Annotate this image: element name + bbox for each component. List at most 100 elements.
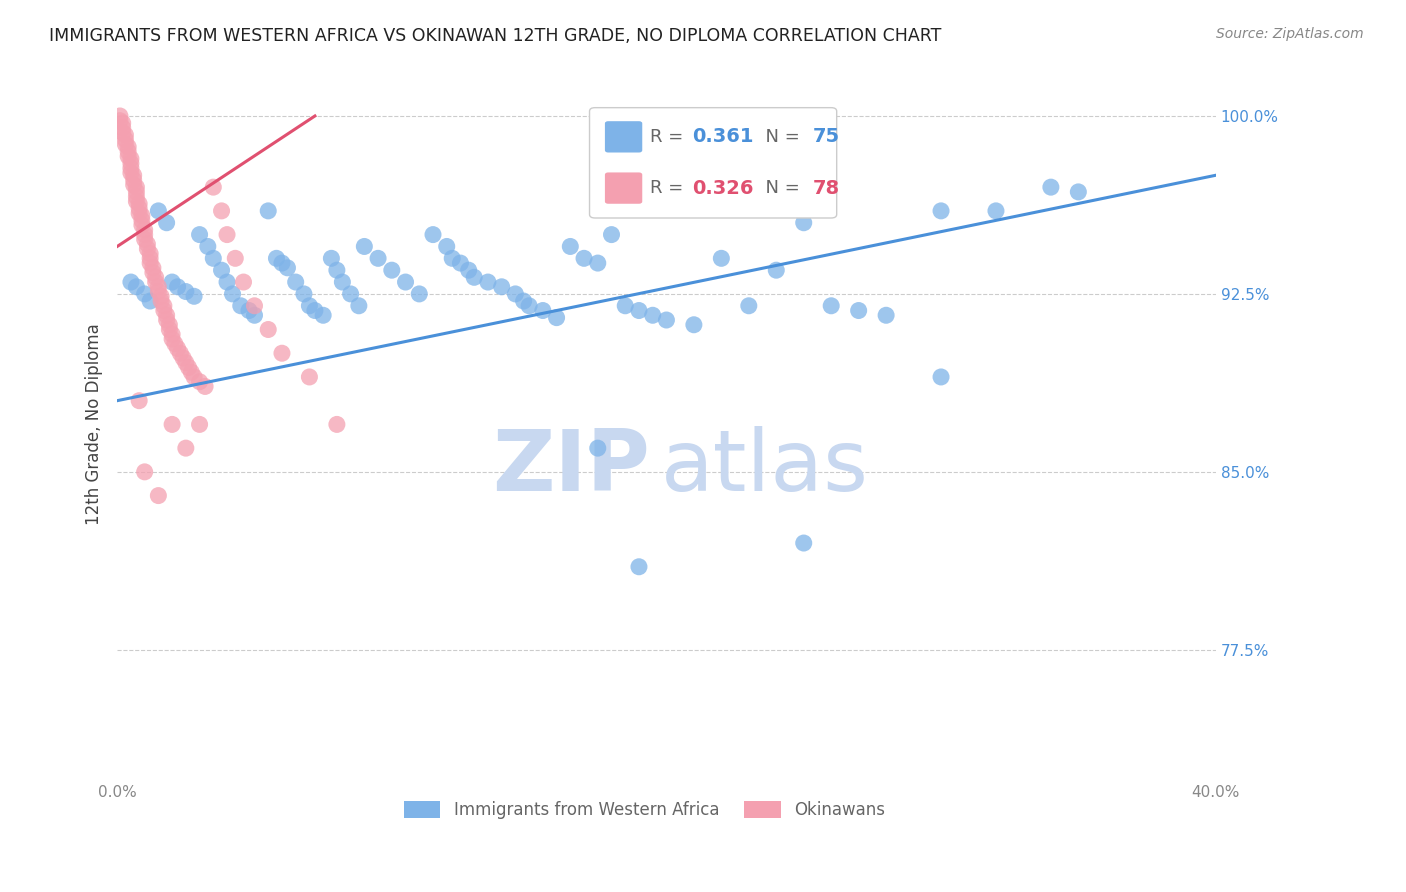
Point [156,308,179,322]
Text: N =: N = [754,128,806,146]
Point [188,375,211,389]
Point [156,313,179,327]
Point [157,318,180,332]
Point [211,203,233,218]
Point [180,365,202,379]
Point [353,239,375,253]
Y-axis label: 12th Grade, No Diploma: 12th Grade, No Diploma [86,324,103,525]
Point [332,275,354,289]
Point [197,239,219,253]
Point [174,356,197,370]
Point [157,322,180,336]
Point [114,137,136,152]
Point [202,180,225,194]
Point [160,417,183,432]
Point [243,299,266,313]
Point [125,280,148,294]
Point [271,346,294,360]
Point [131,218,153,232]
Point [683,318,706,332]
Point [266,252,288,266]
Text: atlas: atlas [661,425,869,508]
Point [136,242,159,256]
Point [572,252,595,266]
Point [586,441,609,455]
Point [125,194,148,209]
Point [641,308,664,322]
Point [1067,185,1090,199]
Text: N =: N = [754,179,806,197]
Legend: Immigrants from Western Africa, Okinawans: Immigrants from Western Africa, Okinawan… [396,794,891,825]
Point [111,126,134,140]
Point [765,263,787,277]
Point [560,239,582,253]
Point [122,169,145,183]
Point [929,203,952,218]
Text: 0.326: 0.326 [692,178,754,198]
Point [148,489,170,503]
Point [156,216,179,230]
Point [505,287,527,301]
Point [111,116,134,130]
Point [477,275,499,289]
Point [304,303,326,318]
Point [215,227,238,242]
Point [117,145,139,159]
Point [139,246,162,260]
Point [125,189,148,203]
Point [326,263,349,277]
Point [125,180,148,194]
Point [134,227,156,242]
Point [512,293,534,308]
Point [875,308,897,322]
Point [108,109,131,123]
Point [271,256,294,270]
Point [131,213,153,227]
Point [531,303,554,318]
Point [134,287,156,301]
Point [117,149,139,163]
Point [122,178,145,192]
Point [120,275,142,289]
Point [517,299,540,313]
Point [238,303,260,318]
Point [211,263,233,277]
Text: 78: 78 [813,178,839,198]
Point [131,209,153,223]
Point [188,417,211,432]
Point [820,299,842,313]
Point [108,113,131,128]
Point [436,239,458,253]
Point [122,173,145,187]
Point [215,275,238,289]
Point [160,275,183,289]
Point [491,280,513,294]
Point [449,256,471,270]
Point [183,289,205,303]
Point [177,360,200,375]
Point [150,293,173,308]
Point [627,559,650,574]
Point [292,287,315,301]
Point [339,287,361,301]
Point [148,203,170,218]
Point [174,285,197,299]
Text: Source: ZipAtlas.com: Source: ZipAtlas.com [1216,27,1364,41]
Point [276,260,298,275]
Point [142,260,165,275]
Point [257,322,280,336]
Point [984,203,1007,218]
Point [134,232,156,246]
Point [128,393,150,408]
Point [243,308,266,322]
Text: R =: R = [650,128,689,146]
Point [1039,180,1062,194]
Text: 75: 75 [813,128,839,146]
Text: IMMIGRANTS FROM WESTERN AFRICA VS OKINAWAN 12TH GRADE, NO DIPLOMA CORRELATION CH: IMMIGRANTS FROM WESTERN AFRICA VS OKINAW… [49,27,942,45]
Point [139,256,162,270]
FancyBboxPatch shape [589,108,837,218]
Point [586,256,609,270]
Point [232,275,254,289]
Point [172,351,194,365]
Point [367,252,389,266]
